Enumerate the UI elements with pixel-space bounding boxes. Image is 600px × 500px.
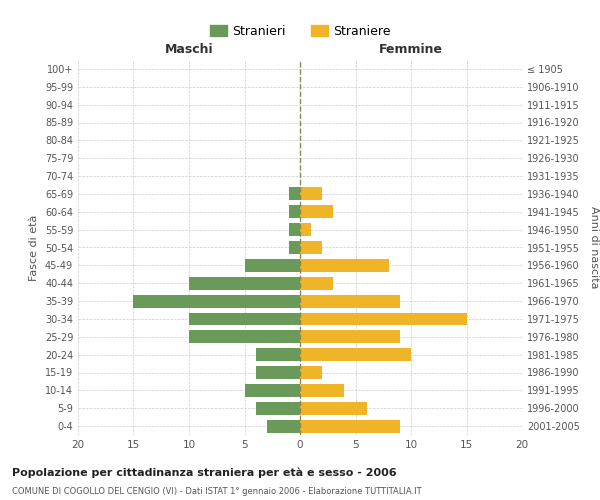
Bar (256, 348, 300, 361)
Bar (133, 294, 300, 308)
Text: Femmine: Femmine (379, 44, 443, 57)
Bar (289, 206, 300, 218)
Bar (266, 420, 300, 432)
Bar (245, 259, 300, 272)
Bar (256, 366, 300, 379)
Bar (300, 223, 311, 236)
Bar (300, 294, 400, 308)
Text: Popolazione per cittadinanza straniera per età e sesso - 2006: Popolazione per cittadinanza straniera p… (12, 468, 397, 478)
Bar (289, 188, 300, 200)
Bar (189, 277, 300, 289)
Bar (189, 330, 300, 343)
Bar (300, 188, 322, 200)
Legend: Stranieri, Straniere: Stranieri, Straniere (206, 21, 394, 42)
Bar (300, 420, 400, 432)
Text: Maschi: Maschi (164, 44, 214, 57)
Text: COMUNE DI COGOLLO DEL CENGIO (VI) - Dati ISTAT 1° gennaio 2006 - Elaborazione TU: COMUNE DI COGOLLO DEL CENGIO (VI) - Dati… (12, 488, 422, 496)
Bar (300, 384, 344, 397)
Bar (300, 402, 367, 414)
Bar (300, 206, 334, 218)
Bar (300, 277, 334, 289)
Bar (300, 241, 322, 254)
Bar (289, 223, 300, 236)
Bar (300, 330, 400, 343)
Bar (300, 366, 322, 379)
Bar (189, 312, 300, 326)
Y-axis label: Fasce di età: Fasce di età (29, 214, 39, 280)
Bar (300, 312, 467, 326)
Bar (289, 241, 300, 254)
Bar (256, 402, 300, 414)
Bar (245, 384, 300, 397)
Bar (300, 348, 411, 361)
Y-axis label: Anni di nascita: Anni di nascita (589, 206, 599, 289)
Bar (300, 259, 389, 272)
